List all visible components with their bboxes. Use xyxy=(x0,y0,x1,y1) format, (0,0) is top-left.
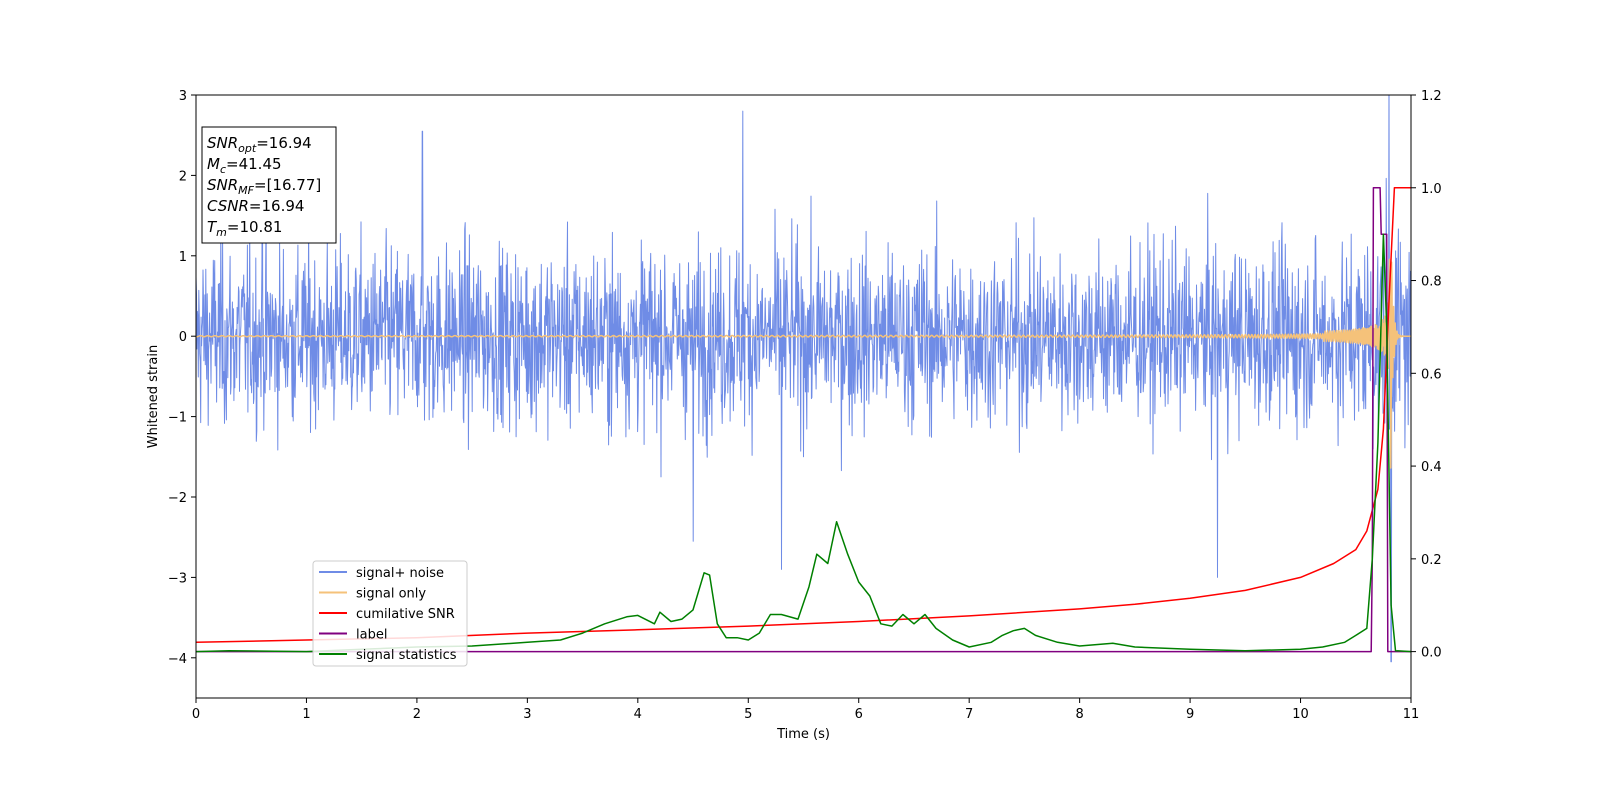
x-tick-label: 11 xyxy=(1403,707,1420,722)
x-tick-label: 6 xyxy=(855,707,863,722)
axes-layer: 0 1 2 3 4 5 6 7 8 9 10 11 −4 −3 −2 −1 0 1 2 3 0.0 0.2 0.4 0.6 0.… xyxy=(168,89,1442,722)
x-tick-label: 3 xyxy=(523,707,531,722)
x-tick-label: 7 xyxy=(965,707,973,722)
y-tick-label: 2 xyxy=(179,169,187,184)
x-tick-label: 8 xyxy=(1075,707,1083,722)
y-tick-label: 1 xyxy=(179,250,187,265)
x-tick-label: 4 xyxy=(634,707,642,722)
y2-tick-label: 0.6 xyxy=(1421,367,1442,382)
legend-frame xyxy=(312,560,468,667)
legend-label: signal statistics xyxy=(356,648,457,663)
info-line: CSNR=16.94 xyxy=(207,197,304,215)
y-tick-label: 3 xyxy=(179,89,187,104)
series-line-label xyxy=(196,187,1411,653)
y2-tick-label: 0.0 xyxy=(1421,646,1442,661)
y-tick-label: −3 xyxy=(168,571,187,586)
y-tick-label: −2 xyxy=(168,491,187,506)
legend-label: signal+ noise xyxy=(356,566,444,581)
legend-label: cumilative SNR xyxy=(356,607,455,622)
x-tick-label: 1 xyxy=(302,707,310,722)
info-line: Tm=10.81 xyxy=(207,218,282,239)
y-axis-label: Whitened strain xyxy=(146,345,161,448)
legend-label: signal only xyxy=(356,587,426,602)
info-annotation-box: SNRopt=16.94Mc=41.45SNRMF=[16.77]CSNR=16… xyxy=(201,126,337,244)
legend-label: label xyxy=(356,628,387,643)
series-line-signal-only xyxy=(196,258,1411,469)
info-line: SNRMF=[16.77] xyxy=(207,176,321,197)
x-tick-label: 9 xyxy=(1186,707,1194,722)
series-layer xyxy=(196,95,1411,663)
y2-tick-label: 0.4 xyxy=(1421,460,1442,475)
x-tick-label: 10 xyxy=(1292,707,1309,722)
y2-tick-label: 0.8 xyxy=(1421,275,1442,290)
y2-tick-label: 0.2 xyxy=(1421,553,1442,568)
y2-tick-label: 1.2 xyxy=(1421,89,1442,104)
info-line: Mc=41.45 xyxy=(207,155,282,176)
x-axis-label: Time (s) xyxy=(776,727,830,742)
series-line-signal-noise xyxy=(196,95,1411,663)
series-line-cumilative-snr xyxy=(196,187,1411,644)
legend: signal+ noise signal only cumilative SNR la… xyxy=(312,560,468,667)
series-line-signal-statistics xyxy=(196,233,1411,653)
y-tick-label: −4 xyxy=(168,652,187,667)
x-tick-label: 2 xyxy=(413,707,421,722)
x-tick-label: 5 xyxy=(744,707,752,722)
x-tick-label: 0 xyxy=(192,707,200,722)
y2-tick-label: 1.0 xyxy=(1421,182,1442,197)
plot-frame xyxy=(195,94,1412,699)
y-tick-label: 0 xyxy=(179,330,187,345)
info-box-frame xyxy=(201,126,337,244)
info-line: SNRopt=16.94 xyxy=(207,134,312,155)
y-tick-label: −1 xyxy=(168,411,187,426)
